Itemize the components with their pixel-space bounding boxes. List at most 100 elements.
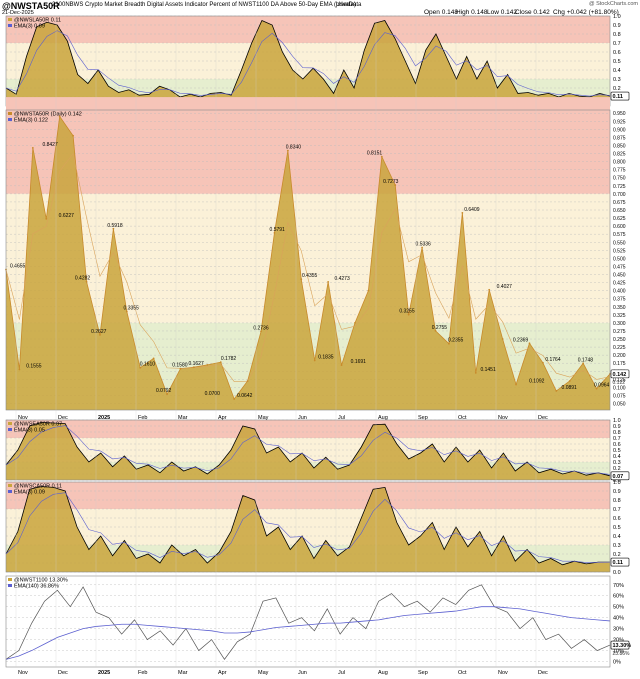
y-tick-label: 50%: [613, 605, 624, 611]
x-tick-label: Jun: [298, 415, 307, 421]
data-point: [31, 146, 34, 149]
data-point: [313, 359, 316, 362]
y-tick-label: 0.8: [613, 32, 621, 38]
data-label: 0.1627: [188, 361, 204, 367]
y-tick-label: 60%: [613, 594, 624, 600]
y-tick-label: 0.600: [613, 224, 626, 230]
y-tick-label: 0.650: [613, 208, 626, 214]
y-tick-label: 0.7: [613, 507, 621, 513]
y-tick-label: 0.2: [613, 552, 621, 558]
data-point: [260, 330, 262, 333]
y-tick-label: 1.0: [613, 480, 621, 486]
data-label: 0.0700: [205, 391, 221, 397]
x-tick-label: 2025: [98, 415, 110, 421]
data-point: [18, 368, 21, 371]
y-tick-label: 0.875: [613, 135, 626, 141]
value-box: [610, 91, 630, 101]
legend-swatch: [8, 484, 12, 487]
series-area-2: [6, 422, 610, 480]
value-label: 0.142: [613, 372, 627, 378]
y-tick-label: 0.350: [613, 305, 626, 311]
data-label: 0.1782: [221, 356, 237, 362]
data-label: 0.4282: [75, 276, 91, 282]
data-point: [582, 362, 585, 365]
value-box: [610, 369, 630, 379]
y-tick-label: 0.550: [613, 240, 626, 246]
data-label: 0.8427: [42, 142, 58, 148]
data-point: [354, 322, 356, 324]
y-tick-label: 0.450: [613, 273, 626, 279]
y-tick-label: 0.9: [613, 489, 621, 495]
data-label: 0.4273: [334, 276, 350, 282]
data-point: [125, 310, 128, 313]
series-area-3: [6, 486, 610, 572]
x-tick-label: Dec: [58, 670, 68, 676]
value-label-secondary: 23.86%: [613, 651, 631, 657]
y-tick-label: 0.6: [613, 50, 621, 56]
x-tick-label: Feb: [138, 670, 147, 676]
data-point: [206, 363, 209, 366]
data-label: 0.1555: [26, 364, 42, 370]
series-line-0: [5, 19, 611, 98]
ema-line-0: [5, 30, 611, 97]
y-tick-label: 0.3: [613, 543, 621, 549]
low-label: Low 0.142: [487, 9, 517, 16]
legend-entry: EMA(3) 0.122: [14, 118, 48, 124]
data-point: [58, 115, 61, 118]
x-tick-label: Jul: [338, 670, 345, 676]
y-tick-label: 0.0: [613, 478, 621, 484]
y-tick-label: 0.300: [613, 321, 626, 327]
panel-frame-3: [5, 481, 611, 573]
data-label: 0.1610: [140, 362, 156, 368]
data-point: [407, 313, 410, 316]
panel-bg-4: [6, 576, 610, 667]
data-point: [72, 134, 75, 137]
y-tick-label: 0.250: [613, 337, 626, 343]
x-tick-label: Feb: [138, 415, 147, 421]
data-point: [193, 366, 195, 369]
data-label: 0.8340: [286, 145, 302, 151]
data-point: [434, 329, 437, 332]
y-tick-label: 0.5: [613, 525, 621, 531]
data-point: [219, 361, 222, 364]
y-tick-label: 20%: [613, 638, 624, 644]
data-label: 0.4355: [302, 273, 318, 279]
y-tick-label: 1.0: [613, 418, 621, 424]
data-label: 0.7273: [383, 179, 399, 185]
y-tick-label: 0.900: [613, 127, 626, 133]
x-tick-label: Mar: [178, 415, 188, 421]
legend-entry: EMA(3) 0.05: [14, 428, 45, 434]
data-label: 0.6409: [464, 207, 480, 213]
data-point: [488, 288, 491, 291]
date-label: 21-Dec-2025: [2, 10, 34, 16]
data-label: 0.6227: [59, 213, 75, 219]
legend-entry: @NWSTA50R (Daily) 0.142: [14, 112, 82, 118]
x-tick-label: Jun: [298, 670, 307, 676]
open-label: Open 0.148: [424, 9, 458, 16]
value-box: [610, 640, 630, 650]
data-point: [595, 387, 598, 390]
symbol-label: @NWSTA50R: [2, 1, 60, 11]
x-tick-label: Apr: [218, 670, 227, 676]
panel-frame-1: [5, 109, 611, 411]
x-tick-label: Nov: [18, 670, 28, 676]
y-tick-label: 0.8: [613, 430, 621, 436]
data-label: 0.2755: [432, 325, 448, 331]
legend-swatch: [8, 428, 12, 431]
y-tick-label: 0.7: [613, 41, 621, 47]
data-point: [448, 342, 450, 345]
y-tick-label: 0.125: [613, 377, 626, 383]
series-line-main: [5, 584, 611, 660]
data-label: 0.3255: [399, 309, 415, 315]
data-label: 0.2369: [513, 337, 529, 343]
y-tick-label: 0.725: [613, 184, 626, 190]
y-tick-label: 0.625: [613, 216, 626, 222]
close-label: Close 0.142: [515, 9, 550, 16]
value-label: 0.07: [613, 474, 624, 480]
data-label: 0.0642: [237, 393, 253, 399]
ema-line-1: [5, 152, 611, 382]
data-point: [112, 227, 115, 230]
data-point: [367, 289, 370, 292]
data-label: 0.1580: [172, 363, 188, 369]
data-label: 0.0792: [156, 388, 172, 394]
